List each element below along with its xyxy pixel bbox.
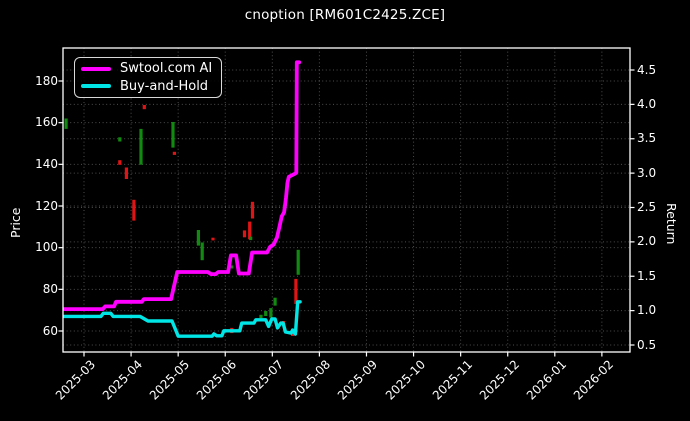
price-tick-label: 140 [35, 157, 58, 171]
return-tick-label: 1.5 [637, 269, 657, 283]
return-tick-label: 2.5 [637, 200, 657, 214]
trade-mark-red [211, 237, 215, 241]
legend: Swtool.com AI Buy-and-Hold [74, 57, 222, 98]
trade-mark-green [249, 236, 253, 241]
chart-title: cnoption [RM601C2425.ZCE] [244, 7, 446, 23]
return-tick-label: 0.5 [637, 338, 657, 352]
price-tick-label: 100 [35, 240, 58, 254]
trade-mark-red [172, 151, 176, 155]
return-tick-label: 4.5 [637, 63, 657, 77]
return-tick-label: 3.0 [637, 166, 657, 180]
legend-item-ai: Swtool.com AI [79, 60, 213, 77]
trade-mark-red [294, 278, 298, 304]
price-tick-label: 160 [35, 115, 58, 129]
trade-mark-green [118, 137, 122, 142]
trade-marks [63, 60, 302, 338]
trade-mark-red [248, 221, 252, 240]
trade-mark-red [118, 160, 122, 165]
trade-mark-red [142, 105, 146, 110]
trade-mark-red [250, 201, 255, 219]
return-tick-label: 3.5 [637, 131, 657, 145]
price-tick-label: 180 [35, 74, 58, 88]
bh-line-swatch [81, 84, 111, 88]
trade-mark-green [200, 242, 204, 261]
series-line-ai [63, 60, 302, 312]
trade-mark-green [139, 128, 143, 165]
ai-line-swatch [81, 67, 111, 71]
price-tick-label: 80 [42, 282, 58, 296]
trade-mark-green [171, 122, 175, 148]
return-tick-label: 2.0 [637, 234, 657, 248]
trade-mark-red [242, 230, 247, 238]
price-tick-label: 60 [42, 324, 58, 338]
trade-mark-green [230, 265, 234, 269]
price-tick-label: 120 [35, 199, 58, 213]
return-tick-label: 4.0 [637, 97, 657, 111]
trade-mark-green [264, 311, 268, 316]
trade-mark-green [269, 308, 273, 318]
legend-label-ai: Swtool.com AI [120, 61, 213, 77]
trade-mark-green [273, 297, 277, 306]
trade-mark-green [196, 230, 200, 246]
legend-item-bh: Buy-and-Hold [79, 78, 213, 95]
trade-mark-green [64, 118, 68, 129]
trade-mark-red [124, 167, 128, 179]
y-axis-label-price: Price [8, 207, 23, 239]
series-line-buy-and-hold [63, 300, 302, 338]
trade-mark-green [296, 249, 300, 275]
trade-mark-green [259, 314, 263, 319]
plot-border [62, 47, 631, 353]
y-axis-label-return: Return [664, 203, 679, 245]
return-tick-label: 1.0 [637, 303, 657, 317]
legend-label-bh: Buy-and-Hold [120, 78, 209, 94]
trade-mark-red [132, 199, 136, 221]
